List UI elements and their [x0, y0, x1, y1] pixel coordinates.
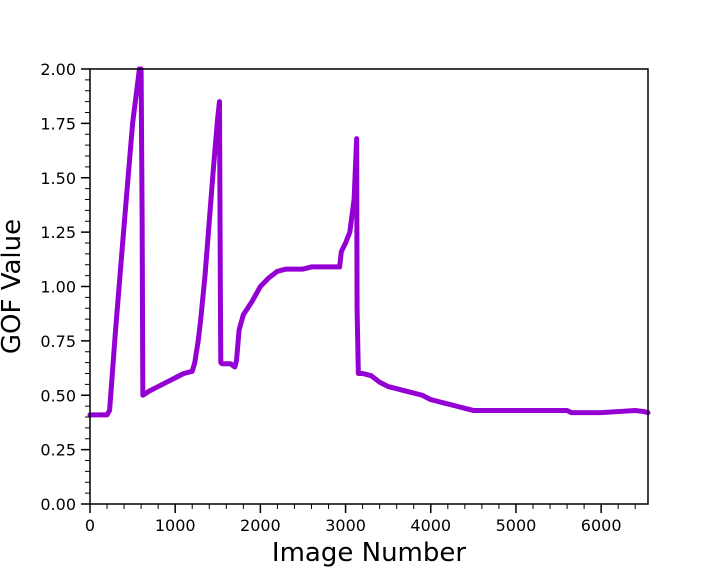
plot-frame [89, 68, 649, 505]
x-tick-label-2: 2000 [240, 516, 281, 535]
y-tick-label-5: 1.25 [40, 223, 76, 242]
x-tick-label-0: 0 [85, 516, 95, 535]
y-tick-label-1: 0.25 [40, 441, 76, 460]
x-tick-label-5: 5000 [496, 516, 537, 535]
y-axis-title: GOF Value [0, 219, 27, 354]
y-tick-label-0: 0.00 [40, 495, 76, 514]
y-tick-label-8: 2.00 [40, 60, 76, 79]
axis-ticks: 0 1000 2000 3000 4000 5000 6000 0.00 0.25 0.50 0.7… [40, 60, 636, 535]
y-tick-label-6: 1.50 [40, 169, 76, 188]
plot-area [87, 66, 651, 418]
x-tick-label-6: 6000 [581, 516, 622, 535]
y-tick-label-7: 1.75 [40, 114, 76, 133]
x-tick-label-4: 4000 [410, 516, 451, 535]
x-axis-title: Image Number [272, 538, 466, 568]
y-tick-label-2: 0.50 [40, 386, 76, 405]
y-tick-label-4: 1.00 [40, 278, 76, 297]
y-tick-label-3: 0.75 [40, 332, 76, 351]
series-line-0 [87, 66, 651, 418]
x-tick-label-1: 1000 [155, 516, 196, 535]
x-tick-label-3: 3000 [325, 516, 366, 535]
